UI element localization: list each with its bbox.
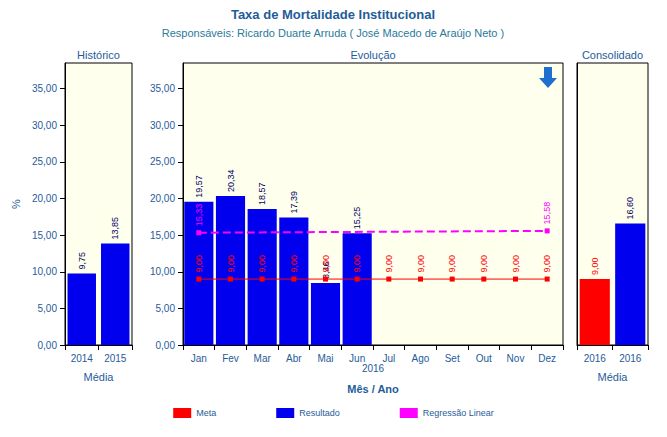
svg-text:0,00: 0,00 bbox=[38, 340, 58, 351]
svg-text:9,00: 9,00 bbox=[416, 255, 426, 273]
svg-text:35,00: 35,00 bbox=[32, 83, 57, 94]
svg-text:20,34: 20,34 bbox=[226, 169, 236, 192]
svg-text:25,00: 25,00 bbox=[32, 156, 57, 167]
svg-text:30,00: 30,00 bbox=[32, 120, 57, 131]
svg-text:9,00: 9,00 bbox=[321, 255, 331, 273]
svg-text:Meta: Meta bbox=[196, 408, 216, 418]
svg-text:5,00: 5,00 bbox=[156, 303, 176, 314]
svg-text:25,00: 25,00 bbox=[150, 156, 175, 167]
svg-text:Nov: Nov bbox=[507, 353, 525, 364]
svg-text:Mar: Mar bbox=[254, 353, 272, 364]
svg-text:Média: Média bbox=[598, 371, 629, 383]
svg-text:0,00: 0,00 bbox=[156, 340, 176, 351]
svg-text:2015: 2015 bbox=[104, 353, 127, 364]
svg-text:Evolução: Evolução bbox=[350, 49, 395, 61]
svg-text:20,00: 20,00 bbox=[150, 193, 175, 204]
svg-text:9,75: 9,75 bbox=[77, 252, 87, 270]
svg-text:10,00: 10,00 bbox=[150, 266, 175, 277]
svg-text:Fev: Fev bbox=[222, 353, 239, 364]
svg-text:9,00: 9,00 bbox=[511, 255, 521, 273]
svg-text:Responsáveis: Ricardo Duarte A: Responsáveis: Ricardo Duarte Arruda ( Jo… bbox=[162, 27, 504, 39]
svg-text:15,58: 15,58 bbox=[542, 202, 552, 225]
svg-text:15,00: 15,00 bbox=[150, 230, 175, 241]
svg-text:Jun: Jun bbox=[349, 353, 365, 364]
svg-text:Mai: Mai bbox=[317, 353, 333, 364]
svg-text:Mês / Ano: Mês / Ano bbox=[347, 383, 399, 395]
svg-text:15,00: 15,00 bbox=[32, 230, 57, 241]
svg-text:Jul: Jul bbox=[382, 353, 395, 364]
svg-text:15,25: 15,25 bbox=[352, 207, 362, 230]
svg-text:Histórico: Histórico bbox=[77, 49, 120, 61]
svg-text:Taxa de Mortalidade Institucio: Taxa de Mortalidade Institucional bbox=[231, 7, 435, 22]
svg-text:19,57: 19,57 bbox=[194, 175, 204, 198]
svg-text:9,00: 9,00 bbox=[384, 255, 394, 273]
svg-text:Jan: Jan bbox=[191, 353, 207, 364]
svg-text:13,85: 13,85 bbox=[110, 217, 120, 240]
svg-text:10,00: 10,00 bbox=[32, 266, 57, 277]
svg-text:18,57: 18,57 bbox=[257, 182, 267, 205]
svg-text:9,00: 9,00 bbox=[447, 255, 457, 273]
svg-text:17,39: 17,39 bbox=[289, 191, 299, 214]
svg-text:5,00: 5,00 bbox=[38, 303, 58, 314]
svg-text:9,00: 9,00 bbox=[194, 255, 204, 273]
svg-text:20,00: 20,00 bbox=[32, 193, 57, 204]
svg-text:2016: 2016 bbox=[362, 363, 385, 374]
svg-text:%: % bbox=[10, 199, 22, 209]
svg-text:2016: 2016 bbox=[619, 353, 642, 364]
svg-text:Out: Out bbox=[476, 353, 492, 364]
svg-text:15,33: 15,33 bbox=[194, 204, 204, 227]
svg-text:2016: 2016 bbox=[584, 353, 607, 364]
svg-text:Regressão Linear: Regressão Linear bbox=[423, 408, 494, 418]
svg-text:9,00: 9,00 bbox=[226, 255, 236, 273]
svg-text:Dez: Dez bbox=[538, 353, 556, 364]
svg-text:35,00: 35,00 bbox=[150, 83, 175, 94]
svg-text:Consolidado: Consolidado bbox=[582, 49, 643, 61]
svg-text:30,00: 30,00 bbox=[150, 120, 175, 131]
svg-text:9,00: 9,00 bbox=[479, 255, 489, 273]
svg-text:9,00: 9,00 bbox=[542, 255, 552, 273]
svg-text:9,00: 9,00 bbox=[289, 255, 299, 273]
svg-text:2014: 2014 bbox=[71, 353, 94, 364]
svg-text:Abr: Abr bbox=[286, 353, 302, 364]
svg-text:9,00: 9,00 bbox=[590, 258, 600, 276]
svg-text:16,60: 16,60 bbox=[625, 197, 635, 220]
svg-text:Ago: Ago bbox=[412, 353, 430, 364]
svg-text:9,00: 9,00 bbox=[257, 255, 267, 273]
svg-text:Resultado: Resultado bbox=[299, 408, 340, 418]
svg-text:Média: Média bbox=[84, 371, 115, 383]
svg-text:9,00: 9,00 bbox=[352, 255, 362, 273]
svg-text:Set: Set bbox=[445, 353, 460, 364]
